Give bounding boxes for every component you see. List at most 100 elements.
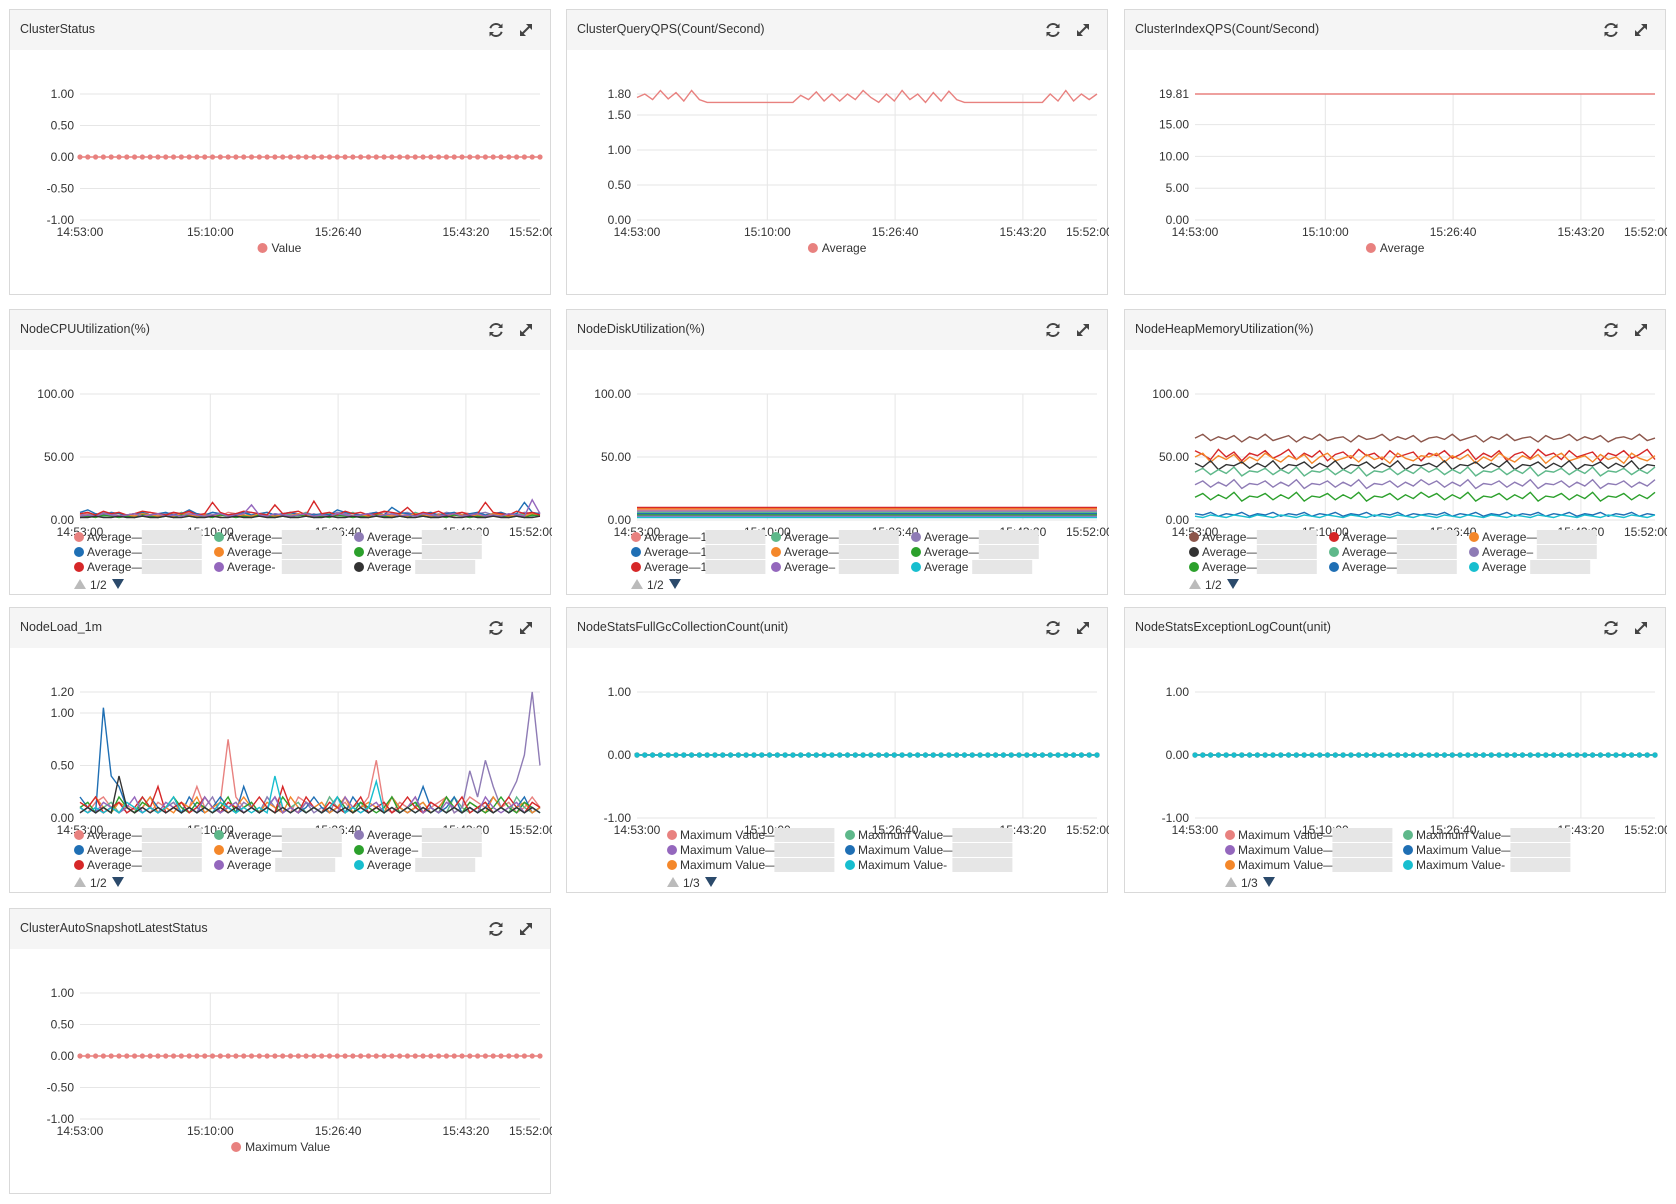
expand-button[interactable]: [516, 320, 536, 340]
legend-label[interactable]: Average: [367, 560, 412, 574]
legend-label[interactable]: Maximum Value—: [858, 828, 955, 842]
legend-label[interactable]: Average: [822, 241, 867, 255]
legend-label[interactable]: Average—: [227, 828, 283, 842]
legend-label[interactable]: Maximum Value: [245, 1140, 330, 1154]
legend-label[interactable]: Average—: [1202, 545, 1258, 559]
expand-button[interactable]: [1631, 20, 1651, 40]
legend-swatch[interactable]: [667, 845, 677, 855]
legend-swatch[interactable]: [214, 845, 224, 855]
legend-next-page-icon[interactable]: [112, 579, 124, 589]
legend-swatch[interactable]: [74, 532, 84, 542]
legend-label[interactable]: Average—: [227, 530, 283, 544]
legend-label[interactable]: Average—: [87, 530, 143, 544]
legend-swatch[interactable]: [1403, 830, 1413, 840]
legend-swatch[interactable]: [1225, 860, 1235, 870]
legend-label[interactable]: Maximum Value—: [1238, 858, 1335, 872]
legend-swatch[interactable]: [1469, 547, 1479, 557]
refresh-button[interactable]: [1601, 618, 1621, 638]
legend-next-page-icon[interactable]: [112, 877, 124, 887]
legend-prev-page-icon[interactable]: [74, 877, 86, 887]
legend-label[interactable]: Average—1: [644, 560, 707, 574]
legend-swatch[interactable]: [1189, 547, 1199, 557]
legend-swatch[interactable]: [667, 860, 677, 870]
legend-label[interactable]: Average—: [784, 545, 840, 559]
expand-button[interactable]: [1073, 320, 1093, 340]
refresh-button[interactable]: [1043, 320, 1063, 340]
legend-label[interactable]: Average—: [1342, 560, 1398, 574]
legend-swatch[interactable]: [1189, 562, 1199, 572]
legend-swatch[interactable]: [1329, 562, 1339, 572]
legend-label[interactable]: Average: [1380, 241, 1425, 255]
legend-prev-page-icon[interactable]: [74, 579, 86, 589]
legend-label[interactable]: Average–: [1482, 545, 1533, 559]
legend-swatch[interactable]: [354, 845, 364, 855]
legend-label[interactable]: Average—: [227, 843, 283, 857]
legend-swatch[interactable]: [1225, 830, 1235, 840]
legend-label[interactable]: Average–: [367, 843, 418, 857]
refresh-button[interactable]: [486, 618, 506, 638]
legend-swatch[interactable]: [771, 532, 781, 542]
legend-next-page-icon[interactable]: [1227, 579, 1239, 589]
legend-label[interactable]: Average—: [1342, 530, 1398, 544]
legend-swatch[interactable]: [354, 562, 364, 572]
legend-label[interactable]: Average—: [87, 560, 143, 574]
legend-swatch[interactable]: [354, 532, 364, 542]
legend-swatch[interactable]: [631, 547, 641, 557]
legend-label[interactable]: Average—: [1482, 530, 1538, 544]
legend-label[interactable]: Maximum Value—: [1238, 828, 1335, 842]
legend-swatch[interactable]: [214, 860, 224, 870]
legend-swatch[interactable]: [1329, 547, 1339, 557]
refresh-button[interactable]: [1043, 618, 1063, 638]
legend-label[interactable]: Maximum Value—: [1416, 843, 1513, 857]
legend-label[interactable]: Maximum Value—: [858, 843, 955, 857]
legend-swatch[interactable]: [911, 562, 921, 572]
legend-prev-page-icon[interactable]: [1225, 877, 1237, 887]
legend-label[interactable]: Average—: [227, 545, 283, 559]
legend-label[interactable]: Maximum Value—: [1416, 828, 1513, 842]
legend-swatch[interactable]: [667, 830, 677, 840]
legend-label[interactable]: Average—: [1342, 545, 1398, 559]
legend-label[interactable]: Maximum Value—: [1238, 843, 1335, 857]
legend-swatch[interactable]: [74, 830, 84, 840]
legend-swatch[interactable]: [1469, 562, 1479, 572]
legend-next-page-icon[interactable]: [1263, 877, 1275, 887]
legend-swatch[interactable]: [1225, 845, 1235, 855]
legend-label[interactable]: Maximum Value—: [680, 828, 777, 842]
expand-button[interactable]: [516, 919, 536, 939]
legend-swatch[interactable]: [911, 532, 921, 542]
legend-swatch[interactable]: [214, 562, 224, 572]
legend-label[interactable]: Average–: [784, 560, 835, 574]
legend-swatch[interactable]: [631, 562, 641, 572]
legend-label[interactable]: Average—: [367, 530, 423, 544]
legend-label[interactable]: Average—: [1202, 530, 1258, 544]
legend-swatch[interactable]: [214, 547, 224, 557]
legend-swatch[interactable]: [354, 860, 364, 870]
legend-label[interactable]: Value: [272, 241, 302, 255]
legend-label[interactable]: Average: [367, 858, 412, 872]
expand-button[interactable]: [1073, 618, 1093, 638]
expand-button[interactable]: [1631, 618, 1651, 638]
refresh-button[interactable]: [1043, 20, 1063, 40]
expand-button[interactable]: [1631, 320, 1651, 340]
legend-label[interactable]: Average—: [87, 843, 143, 857]
legend-swatch[interactable]: [911, 547, 921, 557]
legend-swatch[interactable]: [74, 845, 84, 855]
legend-swatch[interactable]: [771, 562, 781, 572]
legend-prev-page-icon[interactable]: [631, 579, 643, 589]
legend-label[interactable]: Average—: [87, 545, 143, 559]
legend-next-page-icon[interactable]: [705, 877, 717, 887]
legend-swatch[interactable]: [354, 830, 364, 840]
refresh-button[interactable]: [1601, 320, 1621, 340]
legend-label[interactable]: Average—: [1202, 560, 1258, 574]
legend-swatch[interactable]: [257, 243, 268, 253]
legend-label[interactable]: Average—: [367, 545, 423, 559]
legend-label[interactable]: Average—: [924, 530, 980, 544]
legend-swatch[interactable]: [231, 1142, 242, 1152]
legend-swatch[interactable]: [74, 860, 84, 870]
legend-label[interactable]: Maximum Value-: [858, 858, 947, 872]
refresh-button[interactable]: [486, 320, 506, 340]
legend-prev-page-icon[interactable]: [1189, 579, 1201, 589]
refresh-button[interactable]: [1601, 20, 1621, 40]
legend-swatch[interactable]: [214, 830, 224, 840]
legend-label[interactable]: Average: [1482, 560, 1527, 574]
